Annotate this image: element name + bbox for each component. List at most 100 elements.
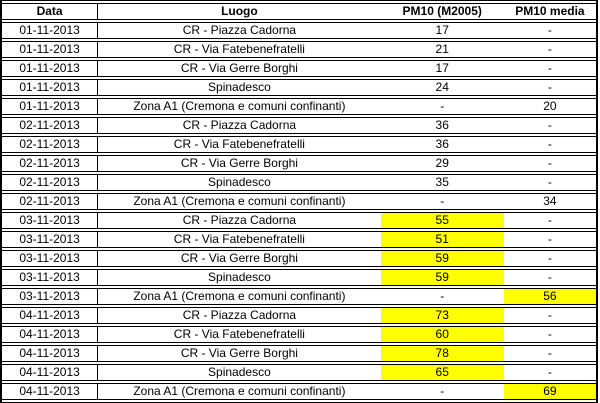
table-body: 01-11-2013 CR - Piazza Cadorna 17-01-11-20… — [2, 22, 596, 400]
table-row: 04-11-2013 Spinadesco 65- — [2, 364, 596, 381]
cell-data: 01-11-2013 — [2, 79, 99, 96]
cell-pm10-m2005: 60 — [380, 326, 504, 343]
cell-pm10-m2005: 35 — [380, 174, 504, 191]
cell-pm10-media: - — [503, 22, 596, 39]
cell-pm10-m2005: 36 — [380, 136, 504, 153]
cell-pm10-media: 69 — [503, 383, 596, 400]
cell-pm10-media: - — [503, 231, 596, 248]
cell-luogo: CR - Via Fatebenefratelli — [98, 326, 381, 343]
cell-data: 04-11-2013 — [2, 364, 99, 381]
cell-luogo: CR - Via Gerre Borghi — [98, 60, 381, 77]
cell-pm10-m2005: - — [380, 98, 504, 115]
cell-pm10-m2005: 17 — [380, 22, 504, 39]
table-row: 04-11-2013 CR - Via Gerre Borghi 78- — [2, 345, 596, 362]
column-header-luogo: Luogo — [98, 3, 381, 20]
cell-luogo: Zona A1 (Cremona e comuni confinanti) — [98, 288, 381, 305]
cell-pm10-m2005: 73 — [380, 307, 504, 324]
table-row: 01-11-2013 CR - Via Gerre Borghi 17- — [2, 60, 596, 77]
cell-data: 02-11-2013 — [2, 155, 99, 172]
header-row: Data Luogo PM10 (M2005) PM10 media — [2, 3, 596, 20]
cell-pm10-m2005: 36 — [380, 117, 504, 134]
cell-data: 01-11-2013 — [2, 60, 99, 77]
column-header-data: Data — [2, 3, 99, 20]
cell-luogo: Spinadesco — [98, 364, 381, 381]
cell-luogo: Spinadesco — [98, 174, 381, 191]
table-row: 04-11-2013 CR - Via Fatebenefratelli 60- — [2, 326, 596, 343]
cell-pm10-media: - — [503, 60, 596, 77]
cell-luogo: Zona A1 (Cremona e comuni confinanti) — [98, 98, 381, 115]
cell-pm10-m2005: 21 — [380, 41, 504, 58]
column-header-pm10-media: PM10 media — [503, 3, 596, 20]
cell-pm10-m2005: 17 — [380, 60, 504, 77]
table-row: 02-11-2013 CR - Via Fatebenefratelli 36- — [2, 136, 596, 153]
cell-pm10-m2005: 24 — [380, 79, 504, 96]
cell-data: 03-11-2013 — [2, 288, 99, 305]
cell-pm10-media: - — [503, 136, 596, 153]
cell-data: 01-11-2013 — [2, 22, 99, 39]
cell-pm10-media: - — [503, 326, 596, 343]
cell-pm10-media: 20 — [503, 98, 596, 115]
cell-pm10-media: - — [503, 174, 596, 191]
cell-data: 01-11-2013 — [2, 41, 99, 58]
table-row: 01-11-2013 CR - Piazza Cadorna 17- — [2, 22, 596, 39]
cell-pm10-m2005: 78 — [380, 345, 504, 362]
table-row: 04-11-2013 CR - Piazza Cadorna 73- — [2, 307, 596, 324]
cell-luogo: Zona A1 (Cremona e comuni confinanti) — [98, 383, 381, 400]
cell-luogo: CR - Via Fatebenefratelli — [98, 136, 381, 153]
cell-data: 02-11-2013 — [2, 174, 99, 191]
cell-luogo: CR - Piazza Cadorna — [98, 212, 381, 229]
cell-pm10-media: - — [503, 269, 596, 286]
cell-pm10-m2005: 59 — [380, 269, 504, 286]
cell-luogo: CR - Via Gerre Borghi — [98, 345, 381, 362]
cell-pm10-media: - — [503, 117, 596, 134]
table-row: 02-11-2013 Spinadesco 35- — [2, 174, 596, 191]
cell-luogo: Spinadesco — [98, 269, 381, 286]
cell-luogo: CR - Via Gerre Borghi — [98, 155, 381, 172]
cell-pm10-media: - — [503, 155, 596, 172]
table-row: 03-11-2013 Spinadesco 59- — [2, 269, 596, 286]
cell-pm10-media: - — [503, 307, 596, 324]
cell-pm10-media: - — [503, 250, 596, 267]
cell-pm10-m2005: 29 — [380, 155, 504, 172]
cell-data: 04-11-2013 — [2, 326, 99, 343]
table-row: 01-11-2013 CR - Via Fatebenefratelli 21- — [2, 41, 596, 58]
cell-data: 03-11-2013 — [2, 231, 99, 248]
cell-luogo: CR - Piazza Cadorna — [98, 22, 381, 39]
table-row: 02-11-2013 CR - Via Gerre Borghi 29- — [2, 155, 596, 172]
cell-luogo: CR - Via Fatebenefratelli — [98, 231, 381, 248]
cell-pm10-m2005: 55 — [380, 212, 504, 229]
table-header: Data Luogo PM10 (M2005) PM10 media — [2, 3, 596, 20]
cell-pm10-media: - — [503, 79, 596, 96]
cell-pm10-m2005: 51 — [380, 231, 504, 248]
table-row: 03-11-2013 Zona A1 (Cremona e comuni conf… — [2, 288, 596, 305]
cell-pm10-media: - — [503, 41, 596, 58]
cell-luogo: Zona A1 (Cremona e comuni confinanti) — [98, 193, 381, 210]
cell-data: 04-11-2013 — [2, 383, 99, 400]
table-row: 01-11-2013 Spinadesco 24- — [2, 79, 596, 96]
table-row: 01-11-2013 Zona A1 (Cremona e comuni conf… — [2, 98, 596, 115]
cell-luogo: CR - Piazza Cadorna — [98, 307, 381, 324]
table-row: 02-11-2013 CR - Piazza Cadorna 36- — [2, 117, 596, 134]
cell-data: 03-11-2013 — [2, 250, 99, 267]
table-row: 03-11-2013 CR - Piazza Cadorna 55- — [2, 212, 596, 229]
cell-pm10-media: - — [503, 364, 596, 381]
cell-data: 03-11-2013 — [2, 269, 99, 286]
cell-luogo: Spinadesco — [98, 79, 381, 96]
cell-luogo: CR - Via Fatebenefratelli — [98, 41, 381, 58]
cell-data: 04-11-2013 — [2, 307, 99, 324]
table-row: 03-11-2013 CR - Via Fatebenefratelli 51- — [2, 231, 596, 248]
cell-pm10-media: 56 — [503, 288, 596, 305]
table-row: 02-11-2013 Zona A1 (Cremona e comuni conf… — [2, 193, 596, 210]
cell-pm10-m2005: 59 — [380, 250, 504, 267]
cell-pm10-m2005: - — [380, 288, 504, 305]
cell-pm10-media: - — [503, 212, 596, 229]
table-row: 04-11-2013 Zona A1 (Cremona e comuni conf… — [2, 383, 596, 400]
cell-data: 01-11-2013 — [2, 98, 99, 115]
cell-luogo: CR - Via Gerre Borghi — [98, 250, 381, 267]
cell-data: 02-11-2013 — [2, 136, 99, 153]
cell-data: 04-11-2013 — [2, 345, 99, 362]
cell-pm10-m2005: - — [380, 193, 504, 210]
cell-data: 02-11-2013 — [2, 117, 99, 134]
cell-pm10-m2005: 65 — [380, 364, 504, 381]
